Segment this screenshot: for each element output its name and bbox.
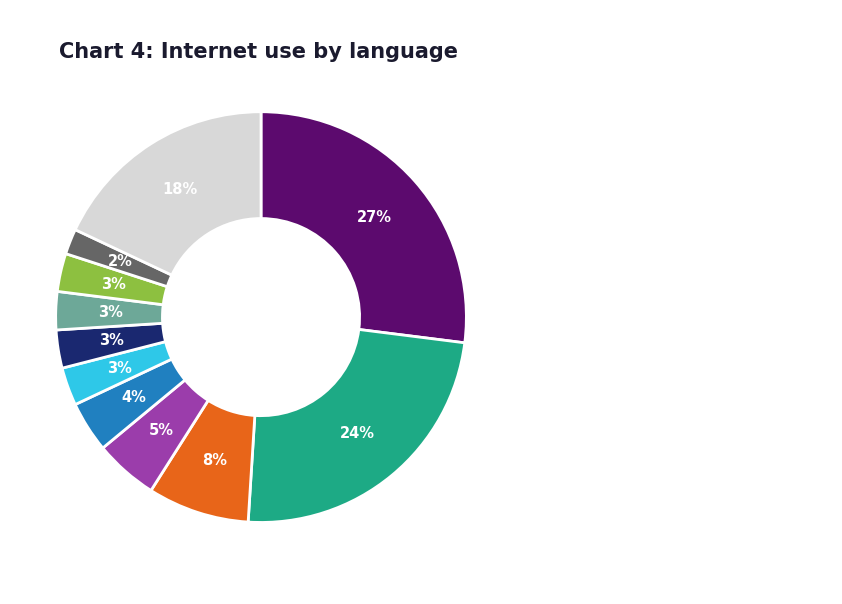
Text: 3%: 3%: [98, 305, 123, 320]
Text: 3%: 3%: [99, 333, 125, 349]
Text: 3%: 3%: [101, 277, 126, 292]
Wedge shape: [56, 291, 163, 330]
Text: Chart 4: Internet use by language: Chart 4: Internet use by language: [59, 42, 458, 62]
Wedge shape: [66, 230, 172, 287]
Wedge shape: [75, 112, 261, 275]
Text: 4%: 4%: [121, 390, 146, 405]
Legend: English, Chinese, Spanish, Japanese, Portuguese, German, Arabic, French, Russian: English, Chinese, Spanish, Japanese, Por…: [530, 180, 691, 484]
Text: 18%: 18%: [163, 182, 198, 197]
Wedge shape: [62, 342, 172, 405]
Text: 24%: 24%: [339, 426, 375, 441]
Text: 8%: 8%: [202, 453, 226, 468]
Wedge shape: [151, 400, 255, 522]
Wedge shape: [248, 329, 465, 522]
Text: 5%: 5%: [149, 423, 173, 438]
Wedge shape: [75, 359, 185, 448]
Wedge shape: [103, 380, 208, 490]
Text: 3%: 3%: [107, 361, 131, 376]
Text: 27%: 27%: [357, 210, 392, 225]
Wedge shape: [261, 112, 466, 343]
Wedge shape: [56, 323, 166, 368]
Wedge shape: [57, 254, 168, 305]
Text: 2%: 2%: [109, 254, 133, 269]
